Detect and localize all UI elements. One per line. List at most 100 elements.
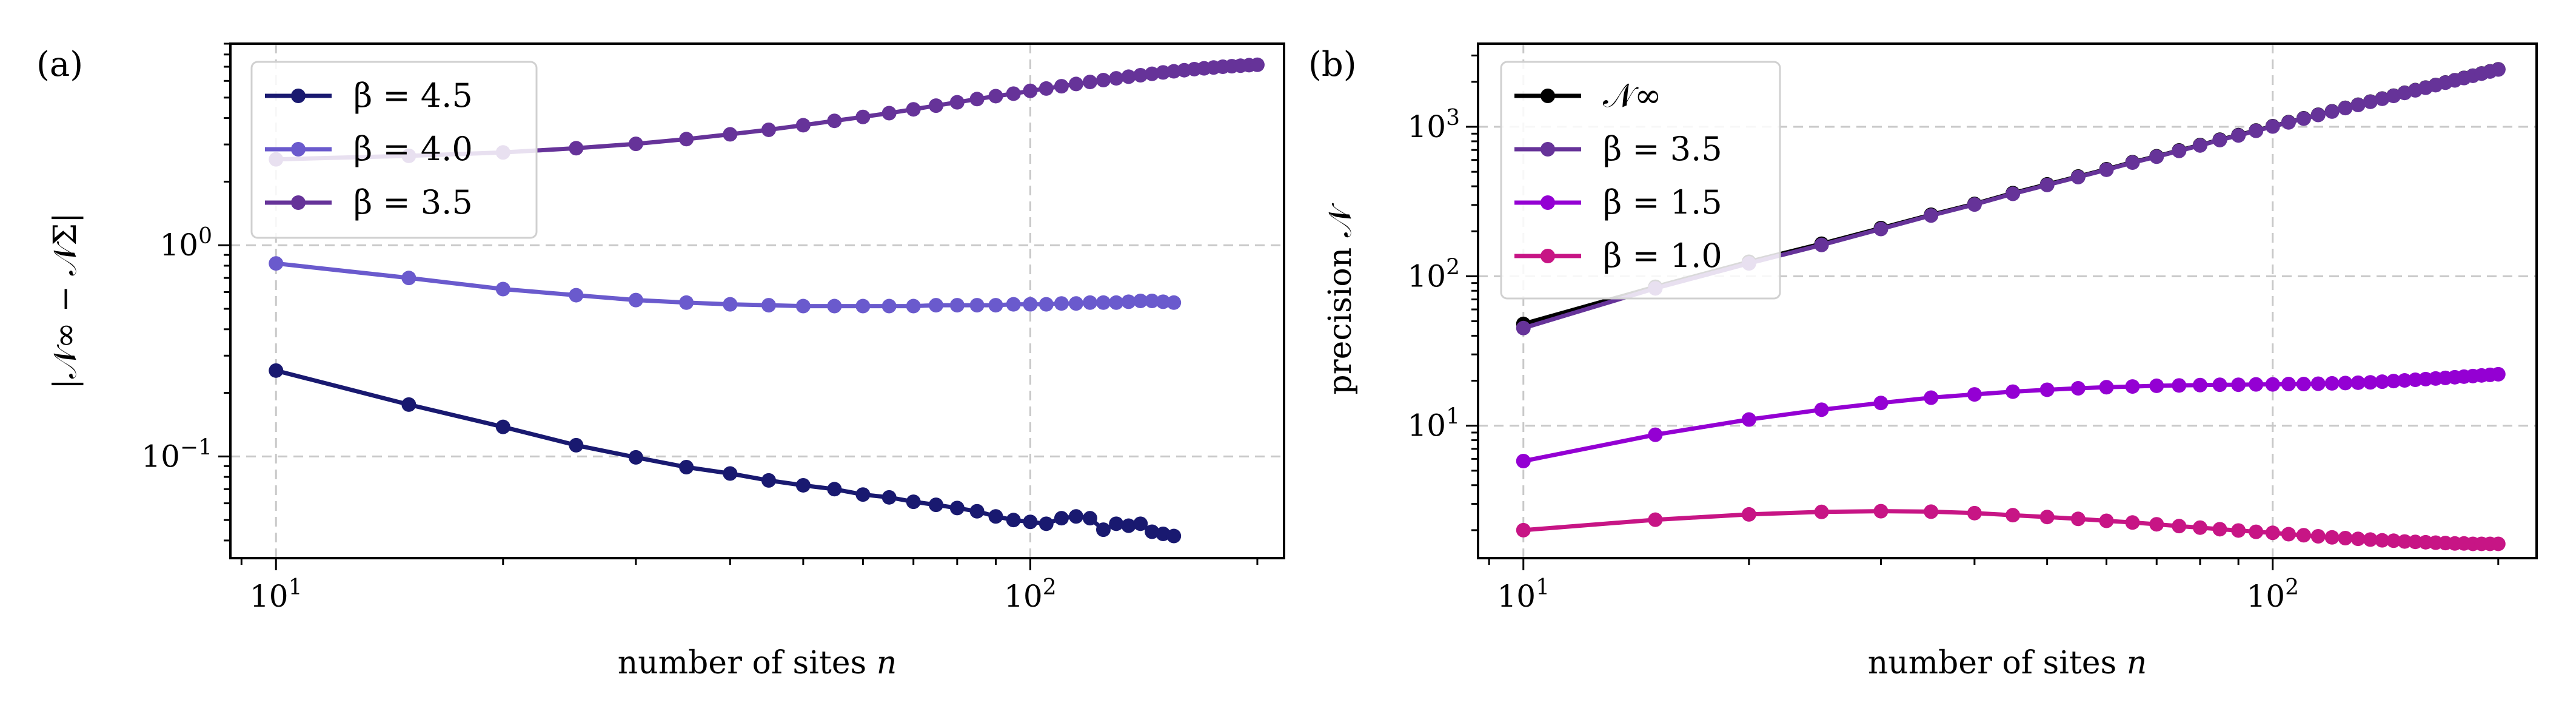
data-point (1121, 69, 1136, 84)
data-point (2192, 520, 2207, 535)
data-point (1250, 57, 1265, 72)
data-point (969, 92, 985, 107)
data-point (1166, 295, 1182, 310)
axes-frame (1477, 42, 2538, 559)
data-point (1109, 516, 1124, 531)
data-point (795, 298, 811, 314)
y-tick-label: 100 (159, 224, 212, 263)
data-point (969, 298, 985, 313)
data-point (628, 136, 643, 152)
data-point (2375, 91, 2390, 106)
data-point (2296, 528, 2311, 543)
data-point (2324, 530, 2340, 545)
data-point (1924, 504, 1939, 519)
legend-label: β = 1.0 (1603, 237, 1722, 275)
data-point (2070, 511, 2086, 527)
y-tick-label: 101 (1407, 405, 1460, 443)
data-point (1516, 320, 1531, 335)
data-point (628, 450, 643, 465)
data-point (2397, 534, 2412, 549)
data-point (1054, 296, 1069, 311)
y-axis-label: |𝒩∞ − 𝒩Σ| (47, 212, 84, 389)
data-point (988, 89, 1003, 104)
data-point (1873, 504, 1889, 519)
data-point (2172, 378, 2187, 393)
data-point (2375, 374, 2390, 389)
data-point (2350, 375, 2366, 390)
data-point (2125, 515, 2140, 530)
data-point (1924, 390, 1939, 405)
panel-label: (a) (36, 45, 83, 84)
data-point (2039, 510, 2055, 525)
data-point (723, 127, 738, 142)
data-point (2125, 379, 2140, 394)
data-point (679, 459, 694, 474)
chart-panel-a: 101 102 10−1 100 number of sites n |𝒩∞ − 𝒩Σ| (… (36, 42, 1285, 681)
data-point (855, 109, 871, 124)
data-point (1516, 454, 1531, 469)
data-point (2192, 377, 2207, 393)
data-point (1006, 86, 1021, 101)
data-point (2350, 98, 2366, 113)
y-tick-label: 10−1 (141, 435, 212, 474)
data-point (679, 295, 694, 310)
data-point (2407, 534, 2423, 550)
data-point (2363, 532, 2378, 547)
data-point (2265, 377, 2280, 392)
x-tick-label: 102 (1004, 575, 1057, 614)
legend-label: β = 4.0 (353, 130, 473, 168)
data-point (1516, 522, 1531, 538)
data-point (2324, 376, 2340, 391)
data-point (2363, 375, 2378, 390)
data-point (2149, 378, 2164, 393)
legend-entry: β = 4.5 (265, 76, 473, 115)
data-point (795, 118, 811, 133)
data-point (2296, 111, 2311, 126)
data-point (2149, 149, 2164, 164)
legend-entry: β = 3.5 (1514, 130, 1722, 168)
data-point (1096, 73, 1111, 88)
panel-label: (b) (1308, 45, 1357, 84)
y-tick-label: 103 (1407, 106, 1460, 144)
data-point (2212, 377, 2227, 393)
data-point (1023, 297, 1038, 312)
data-point (679, 132, 694, 147)
legend-entry: 𝒩∞ (1514, 76, 1662, 115)
series-0 (269, 363, 1182, 544)
data-point (1082, 295, 1097, 310)
data-point (2397, 373, 2412, 388)
data-point (1166, 528, 1182, 544)
data-point (1068, 76, 1083, 92)
x-axis-label: number of sites n (618, 645, 897, 681)
x-tick-label: 101 (1497, 575, 1550, 614)
legend-label: β = 1.5 (1603, 183, 1722, 221)
chart-panel-b: 101 102 101 102 103 number of sites n precisio… (1308, 42, 2538, 681)
data-point (2099, 513, 2114, 528)
data-point (1133, 293, 1148, 308)
x-tick-label: 101 (250, 575, 303, 614)
data-point (2231, 377, 2246, 393)
data-point (2231, 523, 2246, 538)
y-tick-label: 102 (1407, 255, 1460, 294)
data-point (2281, 527, 2296, 542)
data-point (1873, 396, 1889, 411)
data-point (628, 292, 643, 308)
data-point (906, 494, 921, 510)
data-point (2212, 522, 2227, 537)
series-3 (1516, 504, 2506, 551)
data-point (1145, 524, 1160, 539)
data-point (2375, 533, 2390, 548)
axes-frame (229, 42, 1285, 559)
data-point (827, 482, 842, 497)
data-point (2407, 372, 2423, 387)
x-tick-label: 102 (2246, 575, 2299, 614)
data-point (2125, 155, 2140, 170)
data-point (882, 490, 897, 505)
data-point (1814, 402, 1829, 417)
data-point (2324, 104, 2340, 119)
data-point (269, 256, 284, 271)
data-point (495, 281, 510, 297)
series-2 (1516, 366, 2506, 469)
data-point (2265, 119, 2280, 134)
data-point (1648, 512, 1663, 527)
